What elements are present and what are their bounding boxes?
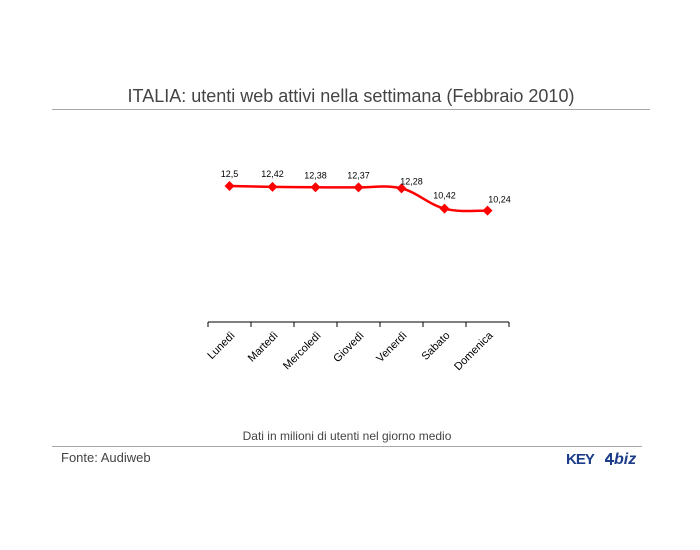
x-tick-label-5: Venerdì <box>374 330 409 365</box>
source-text: Fonte: Audiweb <box>61 450 151 465</box>
data-point-3 <box>310 182 321 193</box>
chart-title: ITALIA: utenti web attivi nella settiman… <box>127 86 575 106</box>
data-label-1: 12,5 <box>221 169 239 179</box>
data-point-5 <box>396 183 407 194</box>
footer-divider <box>52 446 642 447</box>
chart-note: Dati in milioni di utenti nel giorno med… <box>242 429 452 443</box>
title-divider <box>52 109 650 110</box>
data-point-4 <box>353 182 364 193</box>
data-labels: 12,5 12,42 12,38 12,37 12,28 10,42 10,24 <box>221 169 511 205</box>
x-axis <box>207 321 510 327</box>
data-label-6: 10,42 <box>433 191 456 201</box>
data-point-1 <box>224 181 235 191</box>
data-markers <box>224 181 493 216</box>
data-label-5: 12,28 <box>400 176 423 186</box>
key4biz-logo[interactable]: KEY biz <box>566 451 642 473</box>
logo-key-text: KEY <box>566 451 595 468</box>
data-point-6 <box>439 203 450 214</box>
data-label-3: 12,38 <box>304 170 327 180</box>
data-point-7 <box>482 205 493 216</box>
x-tick-labels: Lunedì Martedì Mercoledì Giovedì Venerdì Saba… <box>205 329 496 373</box>
data-label-7: 10,24 <box>488 195 511 205</box>
data-point-2 <box>267 181 278 192</box>
x-tick-label-7: Domenica <box>452 329 496 373</box>
logo-biz-text: biz <box>614 451 637 468</box>
logo-four-mark-icon <box>605 453 614 465</box>
data-label-4: 12,37 <box>347 170 370 180</box>
x-tick-label-3: Mercoledì <box>281 330 324 373</box>
x-tick-label-1: Lunedì <box>205 330 237 362</box>
x-tick-label-6: Sabato <box>419 330 452 363</box>
data-label-2: 12,42 <box>261 169 284 179</box>
x-tick-label-4: Giovedì <box>331 330 366 365</box>
x-tick-label-2: Martedì <box>246 330 281 365</box>
